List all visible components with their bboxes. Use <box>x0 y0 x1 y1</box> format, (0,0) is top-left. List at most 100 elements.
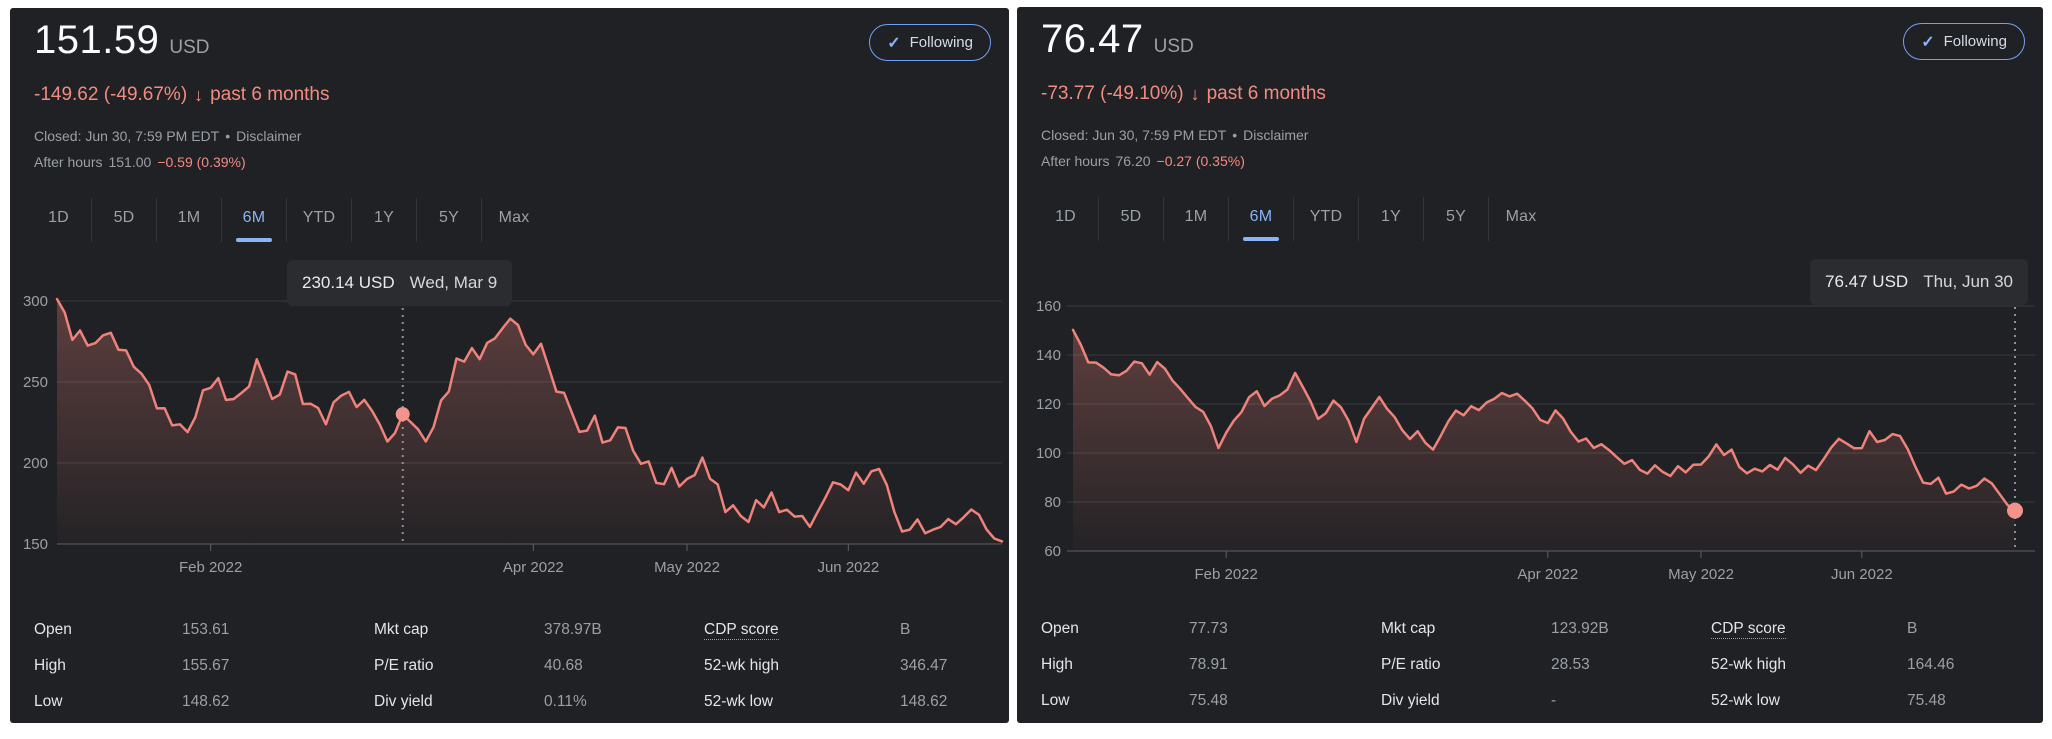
price-change-row: -149.62 (-49.67%) ↓ past 6 months <box>34 84 330 106</box>
price-change: -73.77 (-49.10%) <box>1041 83 1184 104</box>
after-hours-price: 76.20 <box>1115 153 1151 169</box>
svg-text:Feb 2022: Feb 2022 <box>179 559 242 576</box>
svg-text:250: 250 <box>23 374 48 391</box>
stat-value: 346.47 <box>900 657 948 674</box>
stat-52wk-low: 52-wk low 75.48 <box>1711 683 1954 719</box>
price-change-row: -73.77 (-49.10%) ↓ past 6 months <box>1041 83 1326 105</box>
disclaimer-link[interactable]: Disclaimer <box>236 128 302 144</box>
tab-1m[interactable]: 1M <box>1163 197 1228 241</box>
tab-ytd[interactable]: YTD <box>1293 197 1358 241</box>
stat-label: Open <box>34 621 72 638</box>
tab-ytd[interactable]: YTD <box>286 198 351 242</box>
stats-column-3: CDP score B 52-wk high 346.47 52-wk low … <box>704 612 947 720</box>
current-price: 76.47 <box>1041 17 1144 61</box>
stat-value: 123.92B <box>1551 620 1609 637</box>
time-range-tabs: 1D 5D 1M 6M YTD 1Y 5Y Max <box>26 198 546 242</box>
stat-pe-ratio: P/E ratio 40.68 <box>374 648 602 684</box>
stock-panel-left: 151.59 USD ✓ Following -149.62 (-49.67%)… <box>10 8 1009 723</box>
after-hours-change: −0.27 (0.35%) <box>1156 153 1245 169</box>
tooltip-date: Thu, Jun 30 <box>1923 272 2013 291</box>
stat-52wk-low: 52-wk low 148.62 <box>704 684 947 720</box>
stat-label: 52-wk high <box>1711 656 1786 673</box>
stat-open: Open 77.73 <box>1041 611 1228 647</box>
svg-text:Jun 2022: Jun 2022 <box>1831 566 1893 583</box>
following-button[interactable]: ✓ Following <box>869 24 991 61</box>
time-range-tabs: 1D 5D 1M 6M YTD 1Y 5Y Max <box>1033 197 1553 241</box>
tab-1d[interactable]: 1D <box>48 209 69 226</box>
stat-label: P/E ratio <box>374 657 434 674</box>
separator-dot: • <box>225 128 231 144</box>
stat-label: 52-wk low <box>1711 692 1780 709</box>
stat-value: 155.67 <box>182 657 230 674</box>
stat-label: Open <box>1041 620 1079 637</box>
svg-text:200: 200 <box>23 455 48 472</box>
stats-column-2: Mkt cap 123.92B P/E ratio 28.53 Div yiel… <box>1381 611 1609 719</box>
svg-text:Jun 2022: Jun 2022 <box>817 559 879 576</box>
stat-value: 148.62 <box>182 693 230 710</box>
stat-mkt-cap: Mkt cap 123.92B <box>1381 611 1609 647</box>
price-chart[interactable]: 300 250 200 150 Feb 2022 Apr 2022 May 2022 Jun … <box>10 8 1009 723</box>
svg-text:80: 80 <box>1044 494 1061 511</box>
stat-label: 52-wk low <box>704 693 773 710</box>
price-chart[interactable]: 160 140 120 100 80 60 Feb 2022 Apr 2022 May 2022… <box>1017 7 2043 723</box>
stat-value: B <box>1907 620 1918 637</box>
stat-open: Open 153.61 <box>34 612 229 648</box>
tab-1m[interactable]: 1M <box>156 198 221 242</box>
closed-status: Closed: Jun 30, 7:59 PM EDT <box>34 128 220 144</box>
following-button[interactable]: ✓ Following <box>1903 23 2025 60</box>
stat-label: Div yield <box>374 693 433 710</box>
svg-text:May 2022: May 2022 <box>654 559 720 576</box>
tab-5d[interactable]: 5D <box>1098 197 1163 241</box>
stat-label: Low <box>34 693 63 710</box>
svg-text:May 2022: May 2022 <box>1668 566 1734 583</box>
tooltip-price: 76.47 USD <box>1825 272 1909 291</box>
tab-6m[interactable]: 6M <box>1228 197 1293 241</box>
tab-max[interactable]: Max <box>1488 197 1553 241</box>
stat-low: Low 75.48 <box>1041 683 1228 719</box>
svg-text:60: 60 <box>1044 543 1061 560</box>
stat-value: 378.97B <box>544 621 602 638</box>
tooltip-date: Wed, Mar 9 <box>409 273 498 292</box>
tab-5d[interactable]: 5D <box>91 198 156 242</box>
following-label: Following <box>909 34 973 51</box>
following-label: Following <box>1943 33 2007 50</box>
stat-52wk-high: 52-wk high 346.47 <box>704 648 947 684</box>
stat-value: 164.46 <box>1907 656 1955 673</box>
tab-5y[interactable]: 5Y <box>416 198 481 242</box>
change-period: past 6 months <box>1206 83 1326 104</box>
disclaimer-link[interactable]: Disclaimer <box>1243 127 1309 143</box>
stat-value: - <box>1551 692 1557 709</box>
stat-52wk-high: 52-wk high 164.46 <box>1711 647 1954 683</box>
tooltip-price: 230.14 USD <box>302 273 395 292</box>
cdp-score-link[interactable]: CDP score <box>704 621 779 640</box>
tab-5y[interactable]: 5Y <box>1423 197 1488 241</box>
cdp-score-link[interactable]: CDP score <box>1711 620 1786 639</box>
tab-1d[interactable]: 1D <box>1055 208 1076 225</box>
check-icon: ✓ <box>1921 33 1935 51</box>
check-icon: ✓ <box>887 34 901 52</box>
stats-column-3: CDP score B 52-wk high 164.46 52-wk low … <box>1711 611 1954 719</box>
price-change: -149.62 (-49.67%) <box>34 84 188 105</box>
chart-tooltip: 76.47 USD Thu, Jun 30 <box>1810 259 2028 305</box>
currency-label: USD <box>1153 36 1194 57</box>
svg-text:100: 100 <box>1036 445 1061 462</box>
stats-column-1: Open 153.61 High 155.67 Low 148.62 <box>34 612 229 720</box>
currency-label: USD <box>169 37 210 58</box>
svg-text:Apr 2022: Apr 2022 <box>1517 566 1578 583</box>
tab-6m[interactable]: 6M <box>221 198 286 242</box>
market-status-row: Closed: Jun 30, 7:59 PM EDT • Disclaimer <box>1041 127 1308 143</box>
svg-text:Apr 2022: Apr 2022 <box>503 559 564 576</box>
stat-value: 77.73 <box>1189 620 1228 637</box>
stat-cdp-score: CDP score B <box>1711 611 1954 647</box>
svg-text:150: 150 <box>23 536 48 553</box>
stock-panel-right: 76.47 USD ✓ Following -73.77 (-49.10%) ↓… <box>1017 7 2043 723</box>
stat-high: High 155.67 <box>34 648 229 684</box>
tab-1y[interactable]: 1Y <box>1358 197 1423 241</box>
stat-label: High <box>34 657 66 674</box>
stat-mkt-cap: Mkt cap 378.97B <box>374 612 602 648</box>
tab-1y[interactable]: 1Y <box>351 198 416 242</box>
stat-value: 0.11% <box>544 693 587 710</box>
tab-max[interactable]: Max <box>481 198 546 242</box>
stat-value: 75.48 <box>1907 692 1946 709</box>
